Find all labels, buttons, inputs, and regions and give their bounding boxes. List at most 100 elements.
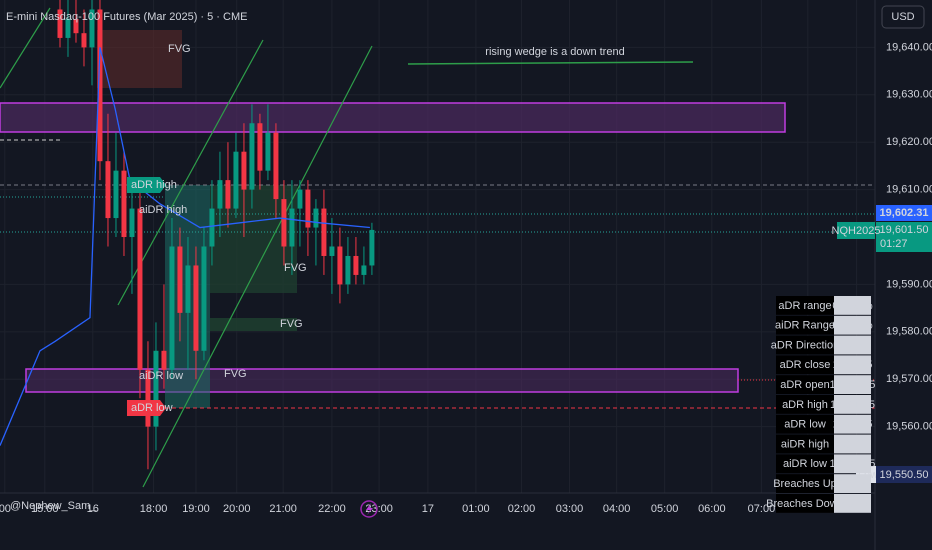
table-cell-bg: [834, 494, 871, 513]
candle-body: [161, 350, 167, 370]
candle-body: [193, 265, 199, 351]
table-cell-bg: [776, 375, 834, 394]
table-value: 19590.25: [830, 379, 876, 391]
purple-zone: [0, 102, 786, 133]
candle-body: [65, 18, 71, 38]
candle-body: [297, 189, 303, 209]
table-value: DOWN: [835, 339, 870, 351]
currency[interactable]: USD: [891, 11, 914, 23]
table-cell-bg: [776, 474, 834, 493]
candle-body: [57, 9, 63, 38]
aidr-high-label: aiDR high: [139, 204, 187, 216]
table-cell-bg: [776, 494, 834, 513]
table-label: aiDR low: [783, 458, 827, 470]
table-label: aDR close: [780, 359, 831, 371]
x-tick-label: 22:00: [318, 503, 346, 515]
watermark: @Nephew_Sam_: [10, 500, 97, 512]
candle-body: [209, 208, 215, 247]
candle-body: [89, 9, 95, 48]
table-cell-bg: [834, 474, 871, 493]
line-price: 19,602.31: [880, 207, 929, 219]
x-tick-label: 01:00: [462, 503, 490, 515]
adr-low-label: aDR low: [131, 402, 173, 414]
x-tick-label: 04:00: [603, 503, 631, 515]
adr-high-label: aDR high: [131, 179, 177, 191]
table-value: NO(0): [838, 498, 868, 510]
table-cell-bg: [834, 296, 871, 315]
table-cell-bg: [776, 414, 834, 434]
candle-body: [249, 123, 255, 190]
candle-body: [153, 350, 159, 427]
candle-body: [177, 246, 183, 313]
table-label: aDR open: [780, 379, 830, 391]
annotation-line: [407, 61, 694, 65]
candle-body: [185, 265, 191, 313]
candle-body: [313, 208, 319, 228]
table-value: 19564.5: [833, 419, 873, 431]
candle-body: [137, 208, 143, 370]
candle-body: [361, 265, 367, 275]
x-tick-label: 15:00: [31, 503, 59, 515]
currency-button[interactable]: [881, 5, 925, 29]
table-label: Breaches Up: [773, 478, 837, 490]
x-tick-label: 03:00: [556, 503, 584, 515]
trend-line: [142, 45, 373, 488]
table-value: 19570.25: [830, 458, 876, 470]
candle-body: [273, 132, 279, 200]
candle-body: [201, 246, 207, 351]
table-label: Breaches Down: [766, 498, 844, 510]
candle-body: [145, 369, 151, 427]
low-price: 19,550.50: [880, 469, 929, 481]
table-cell-bg: [776, 454, 834, 474]
y-tick-label: 19,620.00: [886, 136, 932, 148]
y-tick-label: 19,610.00: [886, 184, 932, 196]
x-tick-label: 06:00: [698, 503, 726, 515]
table-cell-bg: [834, 335, 871, 355]
symbol: NQH2025: [832, 225, 881, 237]
x-tick-label: 20:00: [223, 503, 251, 515]
candle-body: [281, 199, 287, 247]
x-tick-label: 23:00: [365, 503, 393, 515]
x-tick-label: 05:00: [651, 503, 679, 515]
table-cell-bg: [834, 315, 871, 335]
purple-zone: [25, 368, 739, 393]
fvg-label: FVG: [224, 368, 247, 380]
table-cell-bg: [776, 296, 834, 315]
candle-body: [369, 229, 375, 266]
table-value: 19611.25: [830, 399, 875, 411]
fvg-label: FVG: [168, 43, 191, 55]
adr-low-tag: [127, 400, 166, 416]
table-cell-bg: [776, 355, 834, 375]
chart-title: E-mini Nasdaq-100 Futures (Mar 2025) · 5…: [6, 11, 247, 23]
trend-line: [0, 7, 51, 89]
candle-body: [73, 18, 79, 34]
candle-body: [289, 208, 295, 247]
table-label: aiDR high: [781, 438, 829, 450]
table-cell-bg: [776, 434, 834, 454]
x-tick-label: 16: [87, 503, 99, 515]
last-price: 19,601.50: [880, 224, 929, 236]
table-cell-bg: [834, 375, 871, 394]
low-price-tag: [876, 466, 932, 483]
symbol-tag: [837, 222, 875, 239]
candle-body: [233, 151, 239, 209]
table-label: aDR low: [784, 419, 826, 431]
last-price-tag: [876, 222, 932, 252]
x-tick-label: 18:00: [140, 503, 168, 515]
table-label: aDR range: [778, 300, 831, 312]
candle-body: [241, 151, 247, 190]
x-tick-label: 21:00: [269, 503, 297, 515]
candle-body: [329, 246, 335, 256]
lightning-icon[interactable]: [360, 500, 378, 518]
fvg-label: FVG: [284, 262, 307, 274]
x-tick-label: 02:00: [508, 503, 536, 515]
x-tick-label: 00: [0, 503, 11, 515]
table-cell-bg: [834, 355, 871, 375]
table-value: 19584.5: [833, 359, 873, 371]
candle-body: [257, 123, 263, 171]
countdown: 01:27: [880, 238, 908, 250]
y-tick-label: 19,560.00: [886, 421, 932, 433]
lightning-bolt: [366, 503, 373, 515]
aidr-low-label: aiDR low: [139, 370, 183, 382]
